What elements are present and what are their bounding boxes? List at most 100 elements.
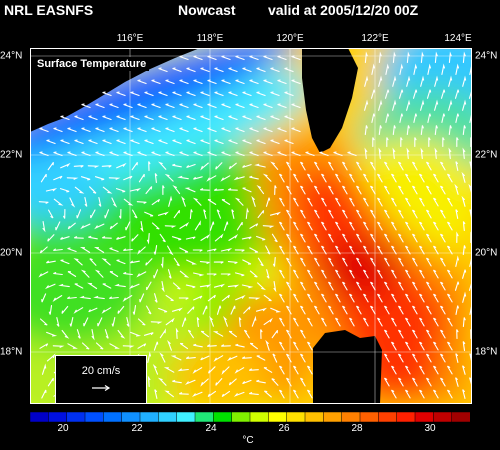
current-vector xyxy=(461,195,466,207)
current-vector xyxy=(321,173,327,183)
current-vector xyxy=(104,329,109,339)
current-vector xyxy=(158,115,168,121)
current-vector xyxy=(370,209,376,219)
current-vector xyxy=(104,209,110,219)
current-vector xyxy=(221,366,230,375)
current-vector xyxy=(207,127,217,133)
current-vector xyxy=(256,91,266,97)
current-vector xyxy=(263,294,272,302)
colorbar-label-30: 30 xyxy=(424,423,436,434)
current-vector xyxy=(214,139,224,145)
current-vector xyxy=(279,221,285,231)
current-vector xyxy=(153,245,158,255)
current-vector xyxy=(233,391,245,397)
lat-label-18-left: 18°N xyxy=(0,346,23,358)
current-vector xyxy=(440,281,446,291)
current-vector xyxy=(378,125,382,136)
current-vector xyxy=(109,103,119,109)
current-vector xyxy=(391,389,397,399)
current-vector xyxy=(272,256,276,267)
current-vector xyxy=(230,305,236,315)
current-vector xyxy=(335,197,341,207)
current-vector xyxy=(257,210,265,219)
current-vector xyxy=(207,199,217,205)
colorbar-swatch xyxy=(268,412,288,422)
current-vector xyxy=(391,221,397,231)
current-vector xyxy=(109,343,120,349)
current-vector xyxy=(412,257,418,267)
current-vector xyxy=(94,269,104,278)
current-vector xyxy=(426,209,432,219)
current-vector xyxy=(184,379,196,386)
current-vector xyxy=(154,293,158,303)
current-vector xyxy=(335,269,341,279)
current-vector xyxy=(214,115,224,121)
current-vector xyxy=(293,197,299,207)
current-vector xyxy=(179,270,190,278)
current-vector xyxy=(263,367,273,373)
current-vector xyxy=(314,161,320,171)
current-vector xyxy=(426,233,432,243)
current-vector xyxy=(242,356,252,359)
current-vector xyxy=(462,75,467,87)
current-vector xyxy=(164,173,174,182)
current-vector xyxy=(74,186,85,194)
current-vector xyxy=(447,293,453,303)
current-vector xyxy=(392,51,396,64)
current-vector xyxy=(213,261,224,264)
current-vector xyxy=(88,307,98,313)
current-vector xyxy=(152,364,159,375)
current-vector xyxy=(419,317,425,327)
current-vector xyxy=(440,257,446,267)
current-vector xyxy=(146,305,152,315)
colorbar-swatch xyxy=(323,412,343,422)
current-vector xyxy=(122,345,135,348)
current-vector xyxy=(398,233,404,243)
current-vector xyxy=(236,221,243,231)
current-vector xyxy=(81,342,90,350)
current-vector xyxy=(254,163,266,168)
current-vector xyxy=(117,329,126,339)
current-vector xyxy=(419,293,425,303)
current-vector xyxy=(235,151,245,157)
current-vector xyxy=(67,151,77,157)
current-vector xyxy=(419,341,425,351)
current-vector xyxy=(265,197,271,207)
current-vector xyxy=(307,173,313,183)
current-vector xyxy=(221,127,231,133)
current-vector xyxy=(333,151,343,157)
current-vector xyxy=(377,173,383,183)
colorbar xyxy=(30,412,470,422)
current-vector xyxy=(214,91,224,97)
current-vector xyxy=(172,115,182,121)
current-vector xyxy=(293,317,299,327)
current-vector xyxy=(173,257,180,267)
current-vector xyxy=(207,79,217,85)
current-vector xyxy=(79,295,91,300)
vector-scale-label: 20 cm/s xyxy=(81,365,121,377)
current-vector xyxy=(349,173,355,183)
current-vector xyxy=(200,139,210,145)
current-vector xyxy=(52,295,63,302)
lat-label-20-left: 20°N xyxy=(0,247,23,259)
colorbar-swatch xyxy=(121,412,141,422)
current-vector xyxy=(242,259,252,265)
current-vector xyxy=(202,305,208,315)
current-vector xyxy=(262,225,275,228)
current-vector xyxy=(328,281,334,291)
current-vector xyxy=(193,343,203,348)
lon-label-120: 120°E xyxy=(276,33,304,44)
lon-label-124: 124°E xyxy=(444,33,472,44)
current-vector xyxy=(221,294,230,302)
current-vector xyxy=(300,209,306,219)
current-vector xyxy=(242,164,252,168)
current-vector xyxy=(406,147,410,160)
current-vector xyxy=(207,390,217,398)
current-vector xyxy=(277,79,287,85)
map-frame xyxy=(30,48,472,404)
current-vector xyxy=(243,306,251,314)
current-vector xyxy=(371,63,376,75)
current-vector xyxy=(434,125,438,136)
current-vector xyxy=(335,317,341,327)
colorbar-swatch xyxy=(451,412,470,422)
